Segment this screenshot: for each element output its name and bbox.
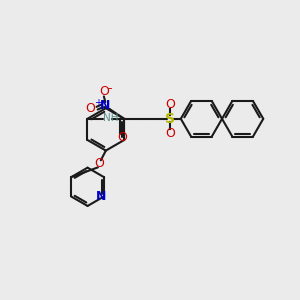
Text: O: O	[165, 127, 175, 140]
Text: S: S	[165, 112, 175, 126]
Text: N: N	[100, 99, 110, 112]
Text: O: O	[86, 102, 96, 115]
Text: O: O	[117, 131, 127, 144]
Text: NH: NH	[103, 112, 119, 123]
Text: O: O	[99, 85, 109, 98]
Text: N: N	[95, 190, 106, 203]
Text: -: -	[107, 82, 111, 95]
Text: O: O	[94, 157, 104, 170]
Text: O: O	[165, 98, 175, 111]
Text: +: +	[94, 98, 102, 108]
